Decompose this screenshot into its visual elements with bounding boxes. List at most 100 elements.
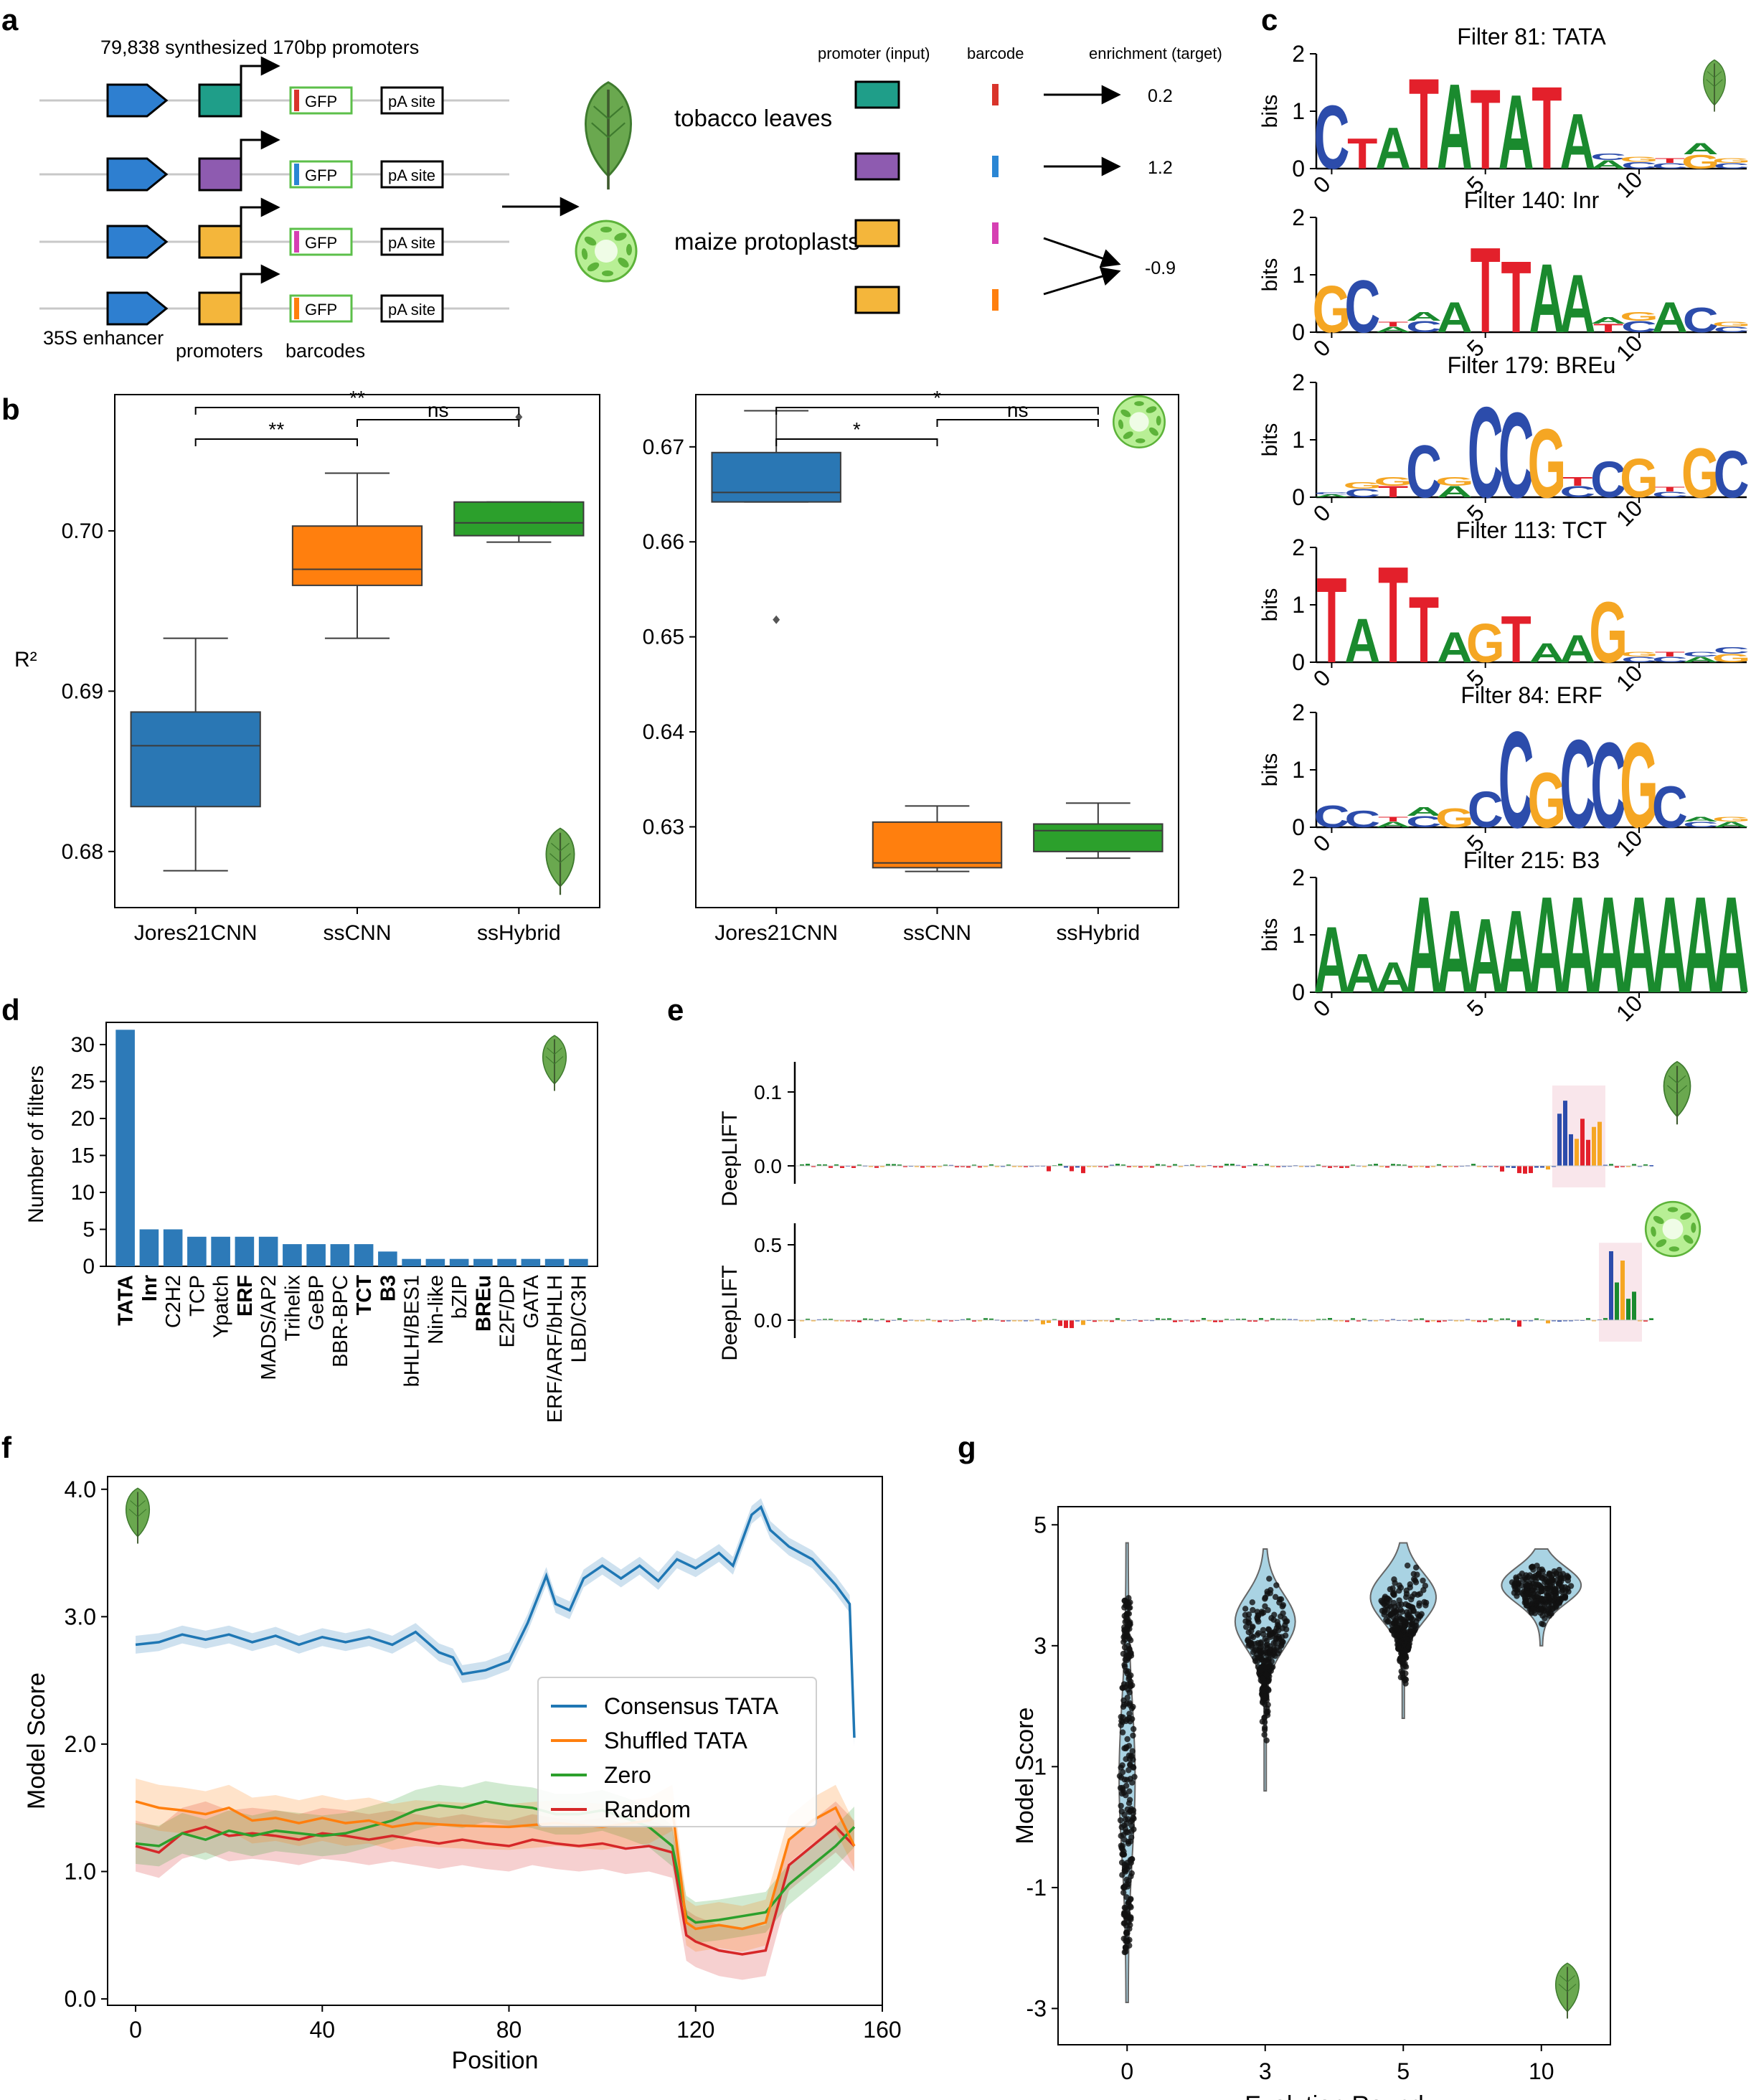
deeplift-mark-C	[1024, 1319, 1028, 1322]
violin-point	[1125, 1767, 1132, 1774]
deeplift-mark-G	[915, 1320, 919, 1322]
deeplift-mark-G	[1012, 1166, 1016, 1167]
violin-point	[1565, 1573, 1572, 1581]
violin-point	[1128, 1828, 1135, 1835]
logo-letter-A: A	[1683, 816, 1719, 823]
violin-point	[1397, 1655, 1404, 1662]
logo-letter-C: C	[1344, 806, 1380, 832]
deeplift-mark-G	[1081, 1320, 1085, 1325]
x-tick-label: C2H2	[162, 1275, 185, 1328]
deeplift-mark-A	[806, 1319, 810, 1320]
violin-point	[1546, 1570, 1553, 1577]
deeplift-mark-T	[1219, 1320, 1223, 1322]
deeplift-mark-G	[1098, 1320, 1103, 1322]
x-tick-label: 160	[863, 2017, 901, 2043]
violin-point	[1398, 1601, 1405, 1608]
violin-point	[1408, 1621, 1415, 1627]
violin-point	[1128, 1870, 1135, 1877]
logo-letter-C: C	[1590, 718, 1626, 854]
violin-point	[1128, 1682, 1134, 1690]
confidence-band	[136, 1781, 854, 1943]
violin-point	[1402, 1663, 1410, 1670]
enrichment-value: 0.2	[1148, 86, 1173, 106]
logo-y-tick-label: 2	[1292, 41, 1305, 67]
deeplift-mark-G	[1305, 1320, 1309, 1322]
promoters-label: promoters	[176, 340, 263, 362]
x-tick-label: Inr	[138, 1275, 161, 1301]
logo-letter-T: T	[1409, 52, 1439, 197]
deeplift-mark-G	[1431, 1320, 1435, 1322]
table-barcode-mark	[992, 84, 999, 105]
deeplift-mark-T	[1276, 1166, 1280, 1167]
logo-x-tick-label: 10	[1611, 166, 1648, 203]
violin-point	[1122, 1816, 1129, 1823]
violin-point	[1556, 1582, 1562, 1589]
logo-letter-G: G	[1528, 757, 1567, 844]
legend-box	[537, 1677, 817, 1827]
violin-point	[1393, 1618, 1400, 1625]
logo-letter-A: A	[1529, 868, 1564, 1022]
pa-site-block	[380, 294, 444, 323]
y-tick-label: 0.70	[62, 519, 103, 543]
violin-point	[1379, 1607, 1386, 1614]
deeplift-mark-A	[1603, 1318, 1608, 1320]
violin-point	[1273, 1636, 1279, 1642]
violin-point	[1262, 1642, 1269, 1649]
panel-e-deeplift-tracks: DeepLIFT DeepLIFT 0.1 0.0 0.5 0.0	[718, 1060, 1702, 1361]
bar-Inr	[139, 1229, 159, 1266]
logo-letter-A: A	[1437, 623, 1473, 672]
violin-point	[1280, 1639, 1286, 1645]
violin-point	[1121, 1663, 1128, 1670]
deeplift-mark-G	[920, 1320, 925, 1322]
gfp-block	[289, 227, 353, 256]
pa-site-block	[380, 160, 444, 189]
deeplift-mark-T	[1529, 1166, 1533, 1174]
violin-point	[1265, 1708, 1271, 1715]
logo-y-tick-label: 0	[1292, 484, 1305, 510]
significance-label: *	[933, 387, 941, 409]
logo-letter-G: G	[1712, 321, 1751, 328]
enhancer-label: 35S enhancer	[43, 327, 164, 349]
x-tick-label: Jores21CNN	[134, 921, 258, 945]
deeplift-mark-T	[1104, 1166, 1108, 1168]
y-tick-label: 0.67	[643, 435, 684, 459]
violin-point	[1394, 1632, 1400, 1639]
violin-point	[1389, 1621, 1395, 1628]
violin-point	[1260, 1698, 1266, 1705]
deeplift-mark-T	[1328, 1166, 1332, 1168]
violin-point	[1555, 1599, 1562, 1606]
deeplift-mark-G	[1339, 1320, 1344, 1322]
violin-point	[1130, 1725, 1137, 1733]
motif-title: Filter 81: TATA	[1457, 24, 1606, 50]
violin-point	[1120, 1703, 1127, 1710]
deeplift-mark-A	[972, 1164, 976, 1166]
violin-point	[1273, 1582, 1280, 1588]
deeplift-mark-A	[834, 1164, 839, 1166]
violin-point	[1263, 1737, 1270, 1744]
deeplift-mark-G	[1420, 1166, 1424, 1167]
logo-letter-A: A	[1559, 868, 1595, 1022]
deeplift-mark-C	[1552, 1165, 1556, 1167]
logo-letter-A: A	[1437, 293, 1473, 342]
logo-letter-C: C	[1499, 388, 1534, 524]
significance-bracket	[775, 438, 938, 446]
x-tick-label: 80	[496, 2017, 522, 2043]
logo-letter-C: C	[1714, 325, 1750, 334]
tobacco-label: tobacco leaves	[674, 105, 832, 131]
deeplift-mark-C	[1391, 1319, 1395, 1321]
deeplift-mark-G	[1626, 1166, 1630, 1167]
logo-letter-C: C	[1683, 820, 1719, 829]
deeplift-mark-T	[1265, 1320, 1269, 1322]
violin-point	[1272, 1593, 1279, 1601]
violin-point	[1123, 1929, 1130, 1936]
deeplift-mark-A	[1156, 1318, 1160, 1320]
deeplift-mark-A	[1586, 1318, 1590, 1320]
panel-b-right-boxplot: Jores21CNN ssCNN ssHybrid 0.63 0.64 0.65 0.66 0…	[643, 387, 1179, 945]
panel-label-f: f	[1, 1431, 12, 1464]
violin-point	[1532, 1598, 1539, 1605]
deeplift-mark-G	[1471, 1320, 1476, 1322]
violin-point	[1384, 1596, 1392, 1602]
violin-point	[1383, 1616, 1389, 1623]
legend-label: Shuffled TATA	[604, 1728, 747, 1753]
deeplift-mark-A	[1362, 1319, 1367, 1320]
